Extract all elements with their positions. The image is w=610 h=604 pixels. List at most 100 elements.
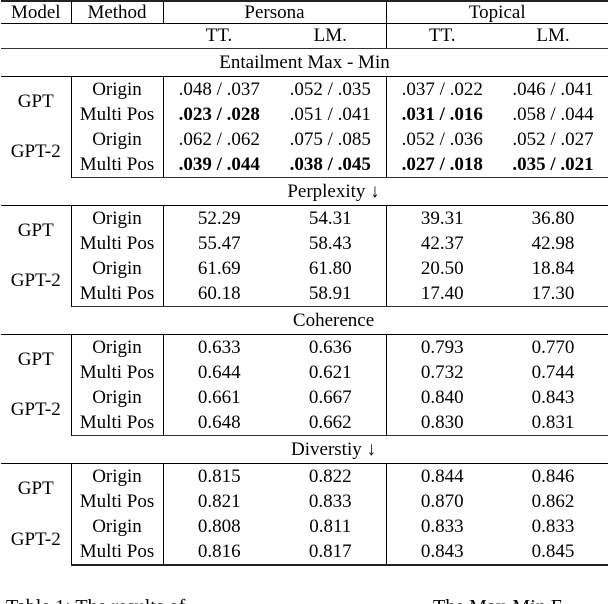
- table-row: Multi Pos 55.47 58.43 42.37 42.98: [1, 231, 608, 256]
- method-cell: Origin: [71, 256, 164, 281]
- header-spacer: [1, 23, 163, 49]
- caption-fragment-right: The Max-Min E: [433, 597, 563, 604]
- value-cell: 0.822: [275, 463, 387, 489]
- value-cell: 0.636: [275, 334, 387, 360]
- value-cell: .048 / .037: [178, 78, 260, 100]
- model-cell: GPT-2: [1, 514, 72, 565]
- section-title: Perplexity ↓: [1, 177, 609, 206]
- table-row: GPT-2 Origin 61.69 61.80 20.50 18.84: [1, 256, 608, 307]
- header-subcell-topical-lm: LM.: [498, 23, 609, 49]
- method-cell: Origin: [71, 127, 164, 152]
- value-cell: 61.69: [197, 257, 241, 279]
- table-row: GPT-2 Origin 0.808 0.811 0.833 0.833: [1, 514, 608, 565]
- value-cell: 0.843: [386, 539, 498, 566]
- section-title: Diverstiy ↓: [1, 435, 609, 464]
- model-cell: GPT: [1, 205, 72, 256]
- header-subcell-persona-lm: LM.: [275, 23, 387, 49]
- table-row: Multi Pos 0.648 0.662 0.830 0.831: [1, 410, 609, 436]
- value-cell: 0.845: [498, 539, 609, 566]
- table-row: Multi Pos .039 / .044 .038 / .045 .027 /…: [1, 152, 609, 178]
- value-cell: 0.833: [275, 489, 387, 514]
- value-cell: 58.43: [275, 231, 387, 256]
- value-cell: .052 / .027: [512, 128, 594, 150]
- method-cell: Origin: [71, 514, 164, 539]
- header-subcell-persona-tt: TT.: [163, 23, 275, 49]
- value-cell: .062 / .062: [178, 128, 260, 150]
- section-entailment: Entailment Max - Min GPT Origin .048 / .…: [1, 48, 609, 178]
- value-cell: 0.833: [420, 515, 464, 537]
- table-row: Multi Pos 0.816 0.817 0.843 0.845: [1, 539, 609, 566]
- value-cell: .038 / .045: [275, 152, 387, 178]
- header-group-topical: Topical: [386, 1, 609, 24]
- results-table: Model Method Persona Topical TT. LM. TT.…: [1, 0, 609, 566]
- value-cell: 0.830: [386, 410, 498, 436]
- value-cell: .052 / .036: [401, 128, 483, 150]
- value-cell: 0.831: [498, 410, 609, 436]
- value-cell: 52.29: [197, 207, 241, 229]
- table-row: GPT Origin .048 / .037 .052 / .035 .037 …: [1, 76, 608, 127]
- value-cell: 0.744: [531, 361, 575, 383]
- section-title: Coherence: [1, 306, 609, 335]
- method-cell: Origin: [71, 76, 164, 102]
- model-cell: GPT-2: [1, 256, 72, 307]
- header-row-metrics: TT. LM. TT. LM.: [1, 23, 609, 49]
- value-cell: 0.844: [420, 465, 464, 487]
- section-title-row: Entailment Max - Min: [1, 48, 609, 77]
- value-cell: .051 / .041: [275, 102, 387, 127]
- value-cell: 60.18: [163, 281, 275, 307]
- value-cell: 0.840: [420, 386, 464, 408]
- value-cell: 0.808: [197, 515, 241, 537]
- method-cell: Origin: [71, 334, 164, 360]
- value-cell: 0.633: [197, 336, 241, 358]
- section-perplexity: Perplexity ↓ GPT Origin 52.29 54.31 39.3…: [1, 177, 609, 307]
- value-cell: 0.648: [163, 410, 275, 436]
- table-row: Multi Pos .023 / .028 .051 / .041 .031 /…: [1, 102, 608, 127]
- value-cell: 36.80: [531, 207, 575, 229]
- value-cell: 18.84: [531, 257, 575, 279]
- header-subcell-topical-tt: TT.: [386, 23, 498, 49]
- value-cell: .035 / .021: [498, 152, 609, 178]
- method-cell: Multi Pos: [71, 489, 164, 514]
- value-cell: 58.91: [275, 281, 387, 307]
- method-cell: Multi Pos: [71, 152, 164, 178]
- value-cell: .027 / .018: [386, 152, 498, 178]
- value-cell: 0.862: [531, 490, 575, 512]
- method-cell: Multi Pos: [71, 539, 164, 566]
- section-diversity: Diverstiy ↓ GPT Origin 0.815 0.822 0.844…: [1, 435, 609, 566]
- caption-fragment-left: Table 1: The results of: [6, 596, 185, 604]
- method-cell: Multi Pos: [71, 281, 164, 307]
- section-coherence: Coherence GPT Origin 0.633 0.636 0.793 0…: [1, 306, 609, 436]
- value-cell: 0.662: [275, 410, 387, 436]
- header-cell-method: Method: [71, 1, 164, 24]
- model-cell: GPT-2: [1, 385, 72, 436]
- table-row: GPT-2 Origin 0.661 0.667 0.840 0.843: [1, 385, 608, 436]
- section-title-row: Diverstiy ↓: [1, 435, 609, 464]
- value-cell: .075 / .085: [275, 127, 387, 152]
- value-cell: 0.667: [275, 385, 387, 410]
- value-cell: 0.793: [420, 336, 464, 358]
- value-cell: 55.47: [197, 232, 241, 254]
- model-cell: GPT-2: [1, 127, 72, 178]
- section-title: Entailment Max - Min: [1, 48, 609, 77]
- value-cell: 0.661: [197, 386, 241, 408]
- method-cell: Origin: [71, 205, 164, 231]
- value-cell: 0.870: [420, 490, 464, 512]
- value-cell: .046 / .041: [512, 78, 594, 100]
- value-cell: 0.770: [531, 336, 575, 358]
- table-row: GPT Origin 0.815 0.822 0.844 0.846: [1, 463, 608, 514]
- value-cell: .023 / .028: [178, 103, 260, 125]
- value-cell: 0.846: [531, 465, 575, 487]
- method-cell: Multi Pos: [71, 231, 164, 256]
- table-row: GPT Origin 52.29 54.31 39.31 36.80: [1, 205, 608, 256]
- model-cell: GPT: [1, 463, 72, 514]
- table-row: Multi Pos 0.644 0.621 0.732 0.744: [1, 360, 608, 385]
- value-cell: 0.833: [531, 515, 575, 537]
- value-cell: 0.621: [275, 360, 387, 385]
- table-header: Model Method Persona Topical TT. LM. TT.…: [1, 1, 609, 49]
- value-cell: 17.40: [386, 281, 498, 307]
- table-row: GPT-2 Origin .062 / .062 .075 / .085 .05…: [1, 127, 608, 178]
- value-cell: 17.30: [498, 281, 609, 307]
- section-title-row: Perplexity ↓: [1, 177, 609, 206]
- value-cell: .052 / .035: [275, 76, 387, 102]
